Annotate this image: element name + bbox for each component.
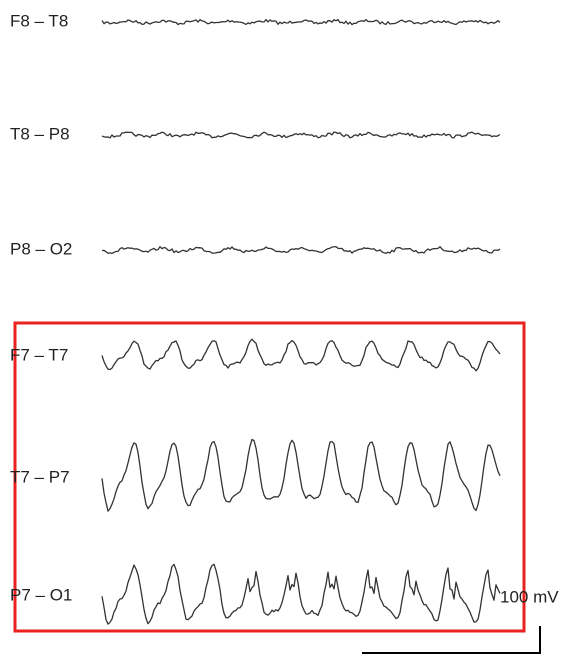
eeg-trace [101,131,501,139]
channel-label: F7 – T7 [10,345,68,364]
eeg-trace [101,245,501,255]
eeg-trace [101,438,501,512]
channel-label: T8 – P8 [10,124,70,143]
channel-label: F8 – T8 [10,11,68,30]
eeg-trace [101,338,501,372]
channel-label: T7 – P7 [10,467,70,486]
channel-label: P7 – O1 [10,585,72,604]
eeg-trace [101,563,501,625]
eeg-trace [101,18,501,26]
highlight-box [13,321,526,633]
channel-label: P8 – O2 [10,239,72,258]
scale-label: 100 mV [500,587,559,606]
